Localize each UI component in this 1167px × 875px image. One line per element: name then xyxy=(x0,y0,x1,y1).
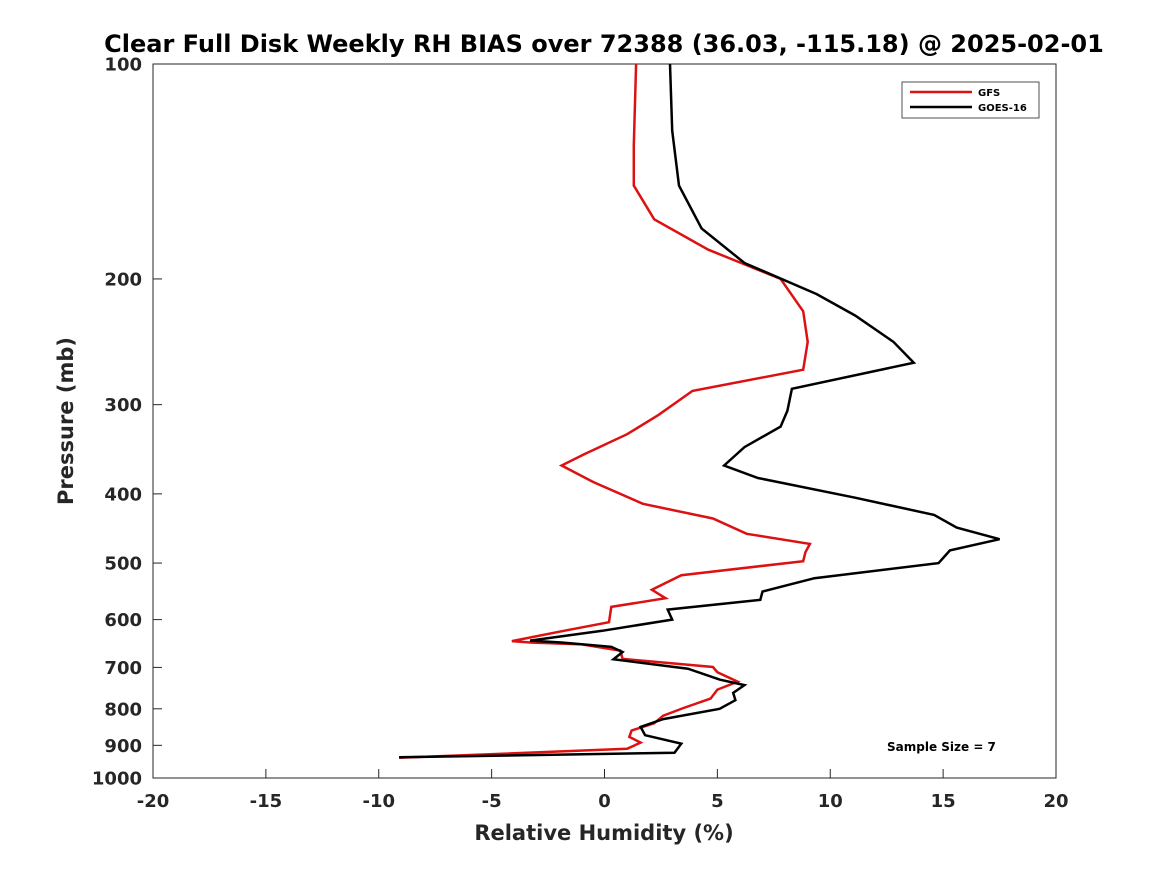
y-tick-label: 700 xyxy=(104,658,142,679)
legend-box xyxy=(901,81,1040,119)
x-tick-label: -10 xyxy=(362,791,395,812)
x-tick-label: 0 xyxy=(598,791,611,812)
chart-title: Clear Full Disk Weekly RH BIAS over 7238… xyxy=(104,30,1104,58)
y-tick-label: 100 xyxy=(104,55,142,76)
legend-entry-goes16: GOES-16 xyxy=(978,103,1027,114)
y-tick-label: 400 xyxy=(104,484,142,505)
plot-area xyxy=(152,63,1057,779)
y-tick-label: 900 xyxy=(104,736,142,757)
y-axis-label: Pressure (mb) xyxy=(54,337,78,505)
x-axis: -20 -15 -10 -5 0 5 10 15 20 xyxy=(137,769,1069,812)
y-tick-label: 200 xyxy=(104,269,142,290)
y-axis: 100 200 300 400 500 600 700 800 900 1000 xyxy=(92,55,162,790)
x-tick-label: -15 xyxy=(250,791,283,812)
series-line-gfs xyxy=(399,63,812,760)
x-tick-label: 10 xyxy=(818,791,843,812)
x-tick-label: -20 xyxy=(137,791,170,812)
x-axis-label: Relative Humidity (%) xyxy=(474,821,733,845)
x-tick-label: 5 xyxy=(711,791,724,812)
series-line-goes16 xyxy=(399,63,1000,759)
sample-size-annotation: Sample Size = 7 xyxy=(887,740,996,754)
x-tick-label: 20 xyxy=(1043,791,1068,812)
x-tick-label: 15 xyxy=(931,791,956,812)
y-tick-label: 600 xyxy=(104,610,142,631)
y-tick-label: 500 xyxy=(104,554,142,575)
y-tick-label: 300 xyxy=(104,395,142,416)
legend-entry-gfs: GFS xyxy=(978,88,1000,99)
y-tick-label: 1000 xyxy=(92,769,142,790)
legend: GFS GOES-16 xyxy=(901,81,1040,119)
series-layer xyxy=(399,63,1000,760)
y-tick-label: 800 xyxy=(104,699,142,720)
x-tick-label: -5 xyxy=(482,791,502,812)
